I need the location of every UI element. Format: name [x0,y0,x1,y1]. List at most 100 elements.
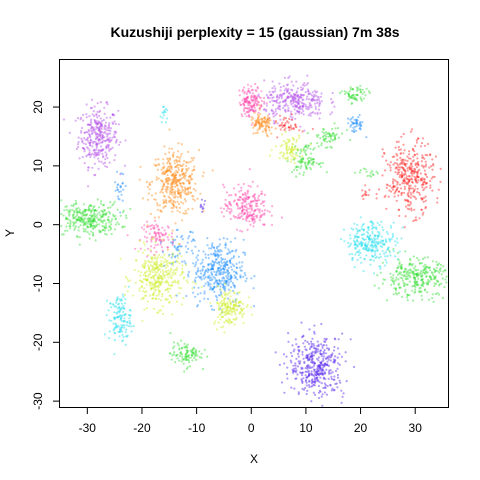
data-point [99,230,102,233]
data-point [99,130,102,133]
data-point [255,97,258,100]
data-point [356,93,359,97]
data-point [300,366,303,369]
data-point [410,270,413,273]
data-point [66,217,69,220]
data-point [406,275,409,278]
data-point [421,186,424,189]
data-point [274,120,278,123]
data-point [412,191,415,194]
data-point [172,206,175,209]
data-point [114,218,117,221]
data-point [233,307,236,311]
data-point [186,358,189,361]
data-point [79,219,82,222]
data-point [406,299,409,302]
data-point [404,250,407,253]
data-point [331,371,334,374]
data-point [230,321,233,324]
data-point [280,151,283,154]
data-point [103,219,106,222]
data-point [235,203,238,206]
data-point [219,268,222,271]
data-point [327,132,330,135]
data-point [274,100,277,103]
data-point [222,264,225,268]
data-point [155,260,158,263]
data-point [181,355,184,358]
data-point [349,138,352,142]
data-point [419,275,423,278]
data-point [168,162,171,165]
data-point [106,126,109,130]
data-point [385,159,388,162]
data-point [255,97,258,100]
data-point [382,278,385,281]
data-point [350,95,353,98]
data-point [161,269,165,272]
data-point [399,264,402,267]
data-point [402,281,405,285]
data-point [430,278,433,281]
data-point [364,245,367,248]
data-point [297,165,300,169]
data-point [252,109,255,112]
data-point [312,342,315,346]
data-point [234,298,237,301]
data-point [96,123,99,126]
data-point [400,192,403,195]
data-point [103,161,107,164]
data-point [185,212,188,215]
data-point [322,369,325,372]
data-point [274,351,277,354]
data-point [226,293,229,296]
data-point [362,228,365,231]
data-point [145,294,148,297]
data-point [246,189,249,192]
data-point [158,289,161,293]
data-point [355,121,358,124]
data-point [168,162,172,165]
data-point [253,218,256,221]
data-point [245,195,248,198]
data-point [225,204,228,207]
data-point [367,236,370,239]
data-point [429,153,432,157]
data-point [268,120,271,123]
data-point [60,212,63,216]
data-point [77,141,80,144]
data-point [170,174,173,177]
data-point [211,259,214,263]
data-point [261,209,264,213]
data-point [397,208,400,211]
data-point [187,190,190,194]
data-point [229,217,232,221]
data-point [219,273,222,276]
data-point [413,273,416,276]
data-point [416,273,419,276]
data-point [423,268,426,272]
data-point [224,243,227,246]
data-point [389,184,392,188]
data-point [89,218,92,221]
data-point [298,100,301,103]
data-point [248,110,251,113]
data-point [178,292,181,295]
data-point [172,264,175,267]
data-point [294,94,297,97]
data-point [396,241,399,244]
data-point [435,282,438,286]
data-point [253,220,256,223]
data-point [65,208,68,211]
data-point [163,182,166,185]
data-point [247,87,250,90]
data-point [122,295,125,298]
data-point [423,289,426,292]
data-point [200,278,203,281]
data-point [305,376,308,379]
data-point [413,178,417,181]
data-point [112,213,115,216]
data-point [288,129,291,132]
data-point [146,224,149,227]
data-point [410,169,413,172]
